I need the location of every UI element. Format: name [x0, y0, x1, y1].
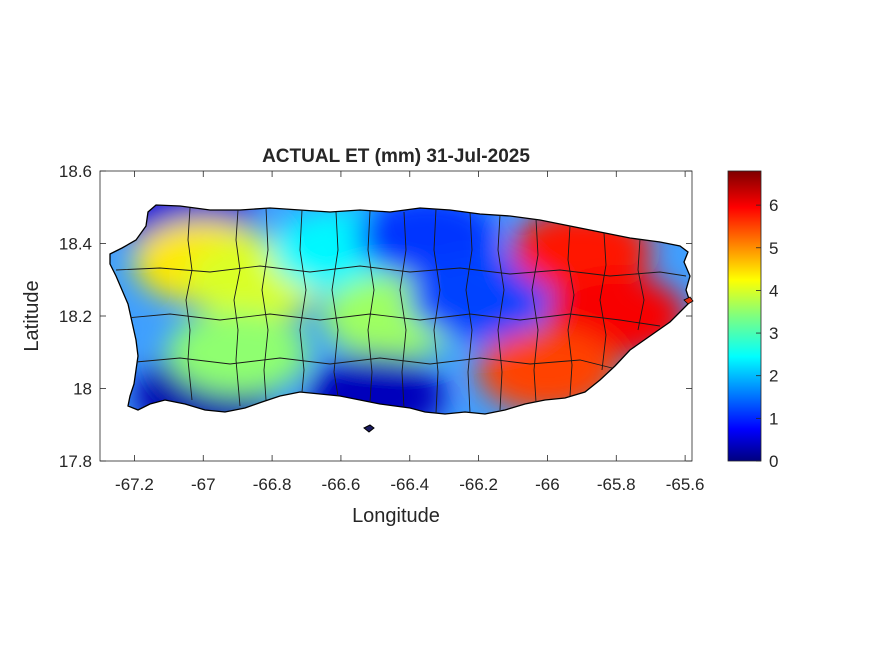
- colorbar-tick-label: 1: [769, 409, 778, 428]
- y-tick-label: 18.6: [59, 162, 92, 181]
- y-tick-label: 18: [73, 380, 92, 399]
- map-title: ACTUAL ET (mm) 31-Jul-2025: [262, 146, 530, 167]
- municipality-boundaries: [115, 207, 687, 414]
- et-region-south-coast: [305, 353, 446, 414]
- colorbar-tick-label: 5: [769, 239, 778, 258]
- et-heat-layer: [110, 205, 690, 414]
- x-tick-label: -66: [535, 475, 560, 494]
- x-tick-label: -67.2: [115, 475, 154, 494]
- colorbar-tick-label: 0: [769, 452, 778, 471]
- x-axis: -67.2 -67 -66.8 -66.6 -66.4 -66.2 -66 -65.8 -65.…: [115, 171, 704, 494]
- x-tick-label: -66.4: [390, 475, 429, 494]
- y-tick-label: 18.4: [59, 235, 92, 254]
- colorbar-tick-label: 2: [769, 367, 778, 386]
- colorbar-tick-label: 3: [769, 324, 778, 343]
- y-axis-label: Latitude: [21, 280, 43, 351]
- et-region-southwest-interior: [167, 310, 308, 395]
- municipality-boundary: [637, 238, 645, 331]
- y-tick-label: 18.2: [59, 307, 92, 326]
- municipality-boundary: [299, 209, 307, 393]
- municipality-boundary: [497, 214, 505, 411]
- y-axis: 18.6 18.4 18.2 18 17.8: [59, 162, 692, 471]
- municipality-boundary: [433, 208, 441, 414]
- municipality-boundary: [465, 211, 473, 414]
- caja-de-muertos-island: [363, 424, 375, 433]
- colorbar-tick-label: 4: [769, 281, 778, 300]
- x-tick-label: -66.6: [322, 475, 361, 494]
- municipality-boundary: [531, 218, 539, 403]
- colorbar-ticks: 6 5 4 3 2 1 0: [756, 196, 778, 471]
- municipality-boundary: [367, 210, 375, 403]
- et-region-southeast: [477, 328, 618, 413]
- culebra-island: [683, 296, 694, 305]
- municipality-boundary: [135, 357, 613, 369]
- municipality-boundary: [331, 211, 339, 397]
- municipality-boundary: [125, 313, 661, 327]
- x-tick-label: -65.6: [666, 475, 705, 494]
- municipality-boundary: [233, 209, 241, 407]
- x-tick-label: -66.2: [459, 475, 498, 494]
- y-tick-label: 17.8: [59, 452, 92, 471]
- x-tick-label: -66.8: [253, 475, 292, 494]
- colorbar-tick-label: 6: [769, 196, 778, 215]
- colorbar: [727, 170, 762, 462]
- municipality-boundary: [185, 207, 193, 401]
- municipality-boundary: [599, 232, 607, 371]
- municipality-boundary: [115, 265, 687, 277]
- x-tick-label: -67: [191, 475, 216, 494]
- x-tick-label: -65.8: [597, 475, 636, 494]
- municipality-boundary: [567, 225, 575, 397]
- island-outline: [109, 204, 691, 415]
- x-axis-label: Longitude: [352, 505, 440, 527]
- municipality-boundary: [261, 207, 269, 401]
- municipality-boundary: [399, 211, 407, 409]
